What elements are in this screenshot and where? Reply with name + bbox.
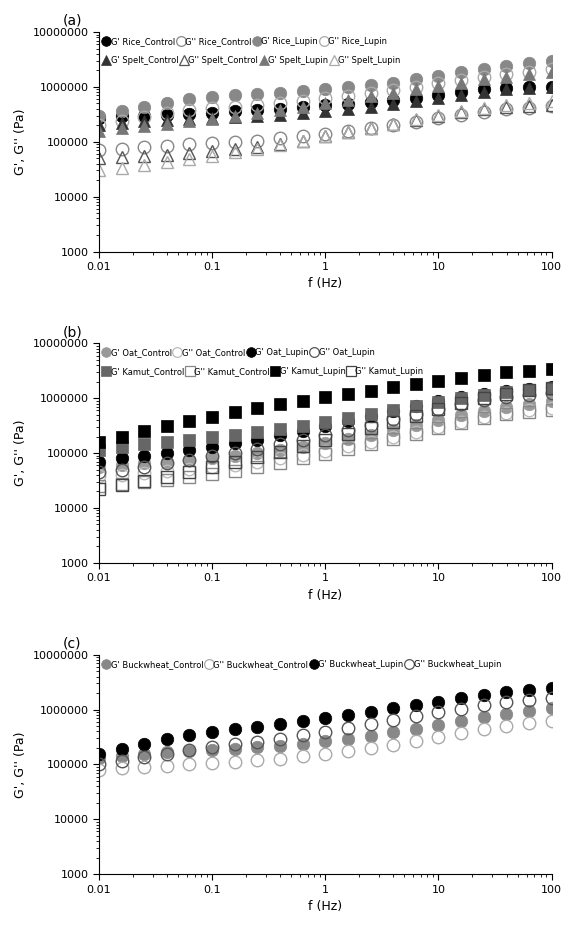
Text: (b): (b) (63, 325, 82, 339)
Y-axis label: G', G'' (Pa): G', G'' (Pa) (14, 420, 27, 487)
X-axis label: f (Hz): f (Hz) (308, 900, 342, 913)
Legend: G' Spelt_Control, G'' Spelt_Control, G' Spelt_Lupin, G'' Spelt_Lupin: G' Spelt_Control, G'' Spelt_Control, G' … (103, 55, 401, 66)
Text: (a): (a) (63, 14, 82, 28)
Y-axis label: G', G'' (Pa): G', G'' (Pa) (14, 108, 27, 175)
Legend: G' Buckwheat_Control, G'' Buckwheat_Control, G' Buckwheat_Lupin, G'' Buckwheat_L: G' Buckwheat_Control, G'' Buckwheat_Cont… (103, 659, 502, 669)
X-axis label: f (Hz): f (Hz) (308, 277, 342, 290)
Text: (c): (c) (63, 636, 81, 651)
X-axis label: f (Hz): f (Hz) (308, 589, 342, 602)
Y-axis label: G', G'' (Pa): G', G'' (Pa) (14, 731, 27, 797)
Legend: G' Kamut_Control, G'' Kamut_Control, G' Kamut_Lupin, G'' Kamut_Lupin: G' Kamut_Control, G'' Kamut_Control, G' … (103, 366, 425, 377)
